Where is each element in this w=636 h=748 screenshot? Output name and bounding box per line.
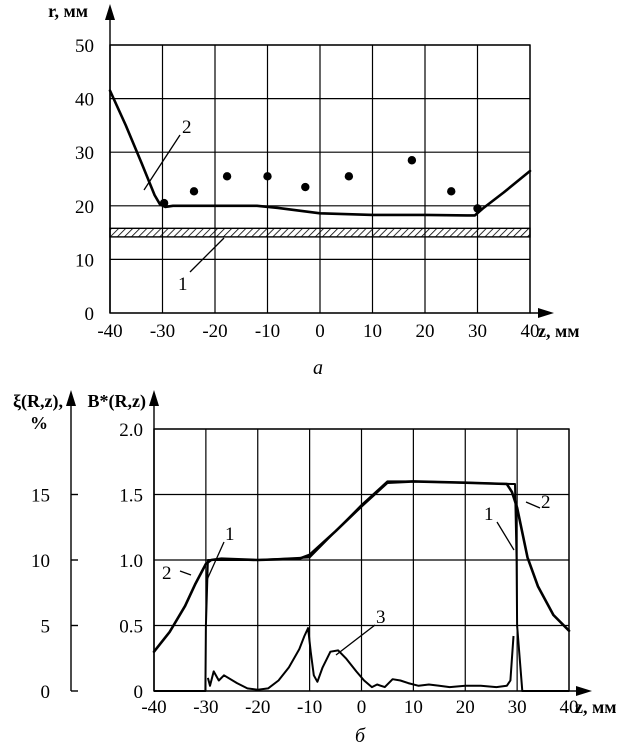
chart-a-point xyxy=(159,198,169,208)
chart-a-x-tick-label: -20 xyxy=(202,321,227,342)
chart-b-leader-3 xyxy=(335,624,376,656)
chart-a-y-tick-label: 50 xyxy=(75,36,94,57)
chart-b-y-tick-label: 2.0 xyxy=(119,420,143,441)
chart-b-y-tick-label: 0 xyxy=(134,682,144,703)
chart-b-curve-label-1-left: 1 xyxy=(225,524,235,545)
chart-b-x-tick-label: 20 xyxy=(456,697,475,718)
chart-a-x-tick-label: 20 xyxy=(416,321,435,342)
chart-b-curve-label-3: 3 xyxy=(376,607,386,628)
chart-b-leader-2-left xyxy=(179,570,192,576)
chart-b-x-tick-label: -30 xyxy=(193,697,218,718)
chart-b-y-tick-label: 0.5 xyxy=(119,617,143,638)
chart-a-point xyxy=(473,204,482,213)
chart-b-caption: б xyxy=(355,725,366,747)
chart-a-x-tick-label: -10 xyxy=(255,321,280,342)
chart-b-y2-axis-label: ξ(R,z), xyxy=(13,391,63,412)
chart-b-leader-2-right xyxy=(525,501,541,509)
chart-a-point xyxy=(263,172,272,181)
chart-a-grid xyxy=(109,44,531,314)
chart-b-curve-label-1-right: 1 xyxy=(484,504,494,525)
chart-b-x-tick-label: 10 xyxy=(404,697,423,718)
chart-b-y2-tick-label: 10 xyxy=(31,551,50,572)
chart-b-leader-1-right xyxy=(496,521,515,551)
chart-a-y-tick-label: 0 xyxy=(85,304,95,325)
chart-a-point xyxy=(222,172,232,181)
chart-a-point xyxy=(301,182,310,192)
chart-b-y2-tick-labels: 0 5 10 15 xyxy=(31,486,50,704)
chart-b-y-axis-arrow-icon xyxy=(149,390,159,406)
chart-b-x-tick-label: -40 xyxy=(141,697,166,718)
chart-a-point xyxy=(344,172,354,181)
chart-a-y-tick-label: 10 xyxy=(75,250,94,271)
chart-a-series-2-line xyxy=(108,89,532,217)
chart-b-y2-tick-label: 5 xyxy=(41,617,51,638)
chart-a-x-axis-arrow-icon xyxy=(538,308,554,318)
chart-b-y2-tick-marks xyxy=(71,493,78,692)
chart-a-x-axis-label: z, мм xyxy=(538,321,580,341)
chart-b-x-tick-labels: -40 -30 -20 -10 0 10 20 30 40 xyxy=(141,697,578,718)
chart-b-x-tick-label: 40 xyxy=(560,697,579,718)
chart-a-x-tick-labels: -40 -30 -20 -10 0 10 20 30 40 xyxy=(97,321,539,342)
chart-b-y2-tick-label: 15 xyxy=(31,486,50,507)
chart-b-x-tick-label: 30 xyxy=(508,697,527,718)
chart-b-leader-1-left xyxy=(205,541,225,583)
chart-b-y-tick-label: 1.5 xyxy=(119,486,143,507)
chart-a-y-axis-label: r, мм xyxy=(48,1,88,21)
chart-a-point xyxy=(189,187,199,196)
chart-a-x-tick-label: 0 xyxy=(315,321,325,342)
chart-b-x-axis-arrow-icon xyxy=(576,686,592,696)
chart-a-curve-label-1: 1 xyxy=(178,274,188,295)
chart-b-x-tick-label: -20 xyxy=(245,697,270,718)
chart-a-y-tick-labels: 0 10 20 30 40 50 xyxy=(75,36,94,325)
chart-a-x-tick-label: 40 xyxy=(521,321,540,342)
chart-a-y-tick-label: 20 xyxy=(75,197,94,218)
chart-a-leader-2 xyxy=(143,134,181,191)
chart-a-caption: а xyxy=(313,357,323,379)
chart-b-curve-label-2-right: 2 xyxy=(541,492,551,513)
chart-b-y2-axis-unit: % xyxy=(30,413,48,433)
chart-a-y-tick-label: 40 xyxy=(75,90,94,111)
chart-a-x-tick-label: -30 xyxy=(150,321,175,342)
chart-a-y-tick-label: 30 xyxy=(75,143,94,164)
chart-b-x-tick-label: 0 xyxy=(357,697,367,718)
chart-a-band-rect xyxy=(109,227,531,238)
chart-b-x-tick-label: -10 xyxy=(297,697,322,718)
chart-b-series-3-line xyxy=(206,627,515,691)
chart-a-x-tick-label: 30 xyxy=(468,321,487,342)
chart-b-y2-axis-arrow-icon xyxy=(66,390,76,406)
chart-a-curve-label-2: 2 xyxy=(182,117,192,138)
chart-a-point xyxy=(407,156,417,165)
chart-b-y-tick-labels: 0 0.5 1.0 1.5 2.0 xyxy=(119,420,143,703)
chart-a-leader-1 xyxy=(189,237,225,273)
chart-a-x-tick-label: 10 xyxy=(363,321,382,342)
chart-b-series-2-line xyxy=(152,480,571,653)
chart-b-curve-label-2-left: 2 xyxy=(162,563,172,584)
chart-b-y-tick-label: 1.0 xyxy=(119,551,143,572)
chart-b-x-axis-label: z, мм xyxy=(575,697,617,717)
chart-a-y-axis-arrow-icon xyxy=(105,4,115,20)
chart-b-y2-tick-label: 0 xyxy=(41,682,51,703)
chart-b: -40 -30 -20 -10 0 10 20 30 40 00.51.01.52.0 0510… xyxy=(13,390,617,747)
chart-a-scatter-points xyxy=(159,156,482,213)
chart-a-point xyxy=(447,187,456,196)
chart-a-x-tick-label: -40 xyxy=(97,321,122,342)
chart-a-series-1-band xyxy=(109,227,531,238)
chart-b-y-axis-label: B*(R,z) xyxy=(88,391,146,412)
